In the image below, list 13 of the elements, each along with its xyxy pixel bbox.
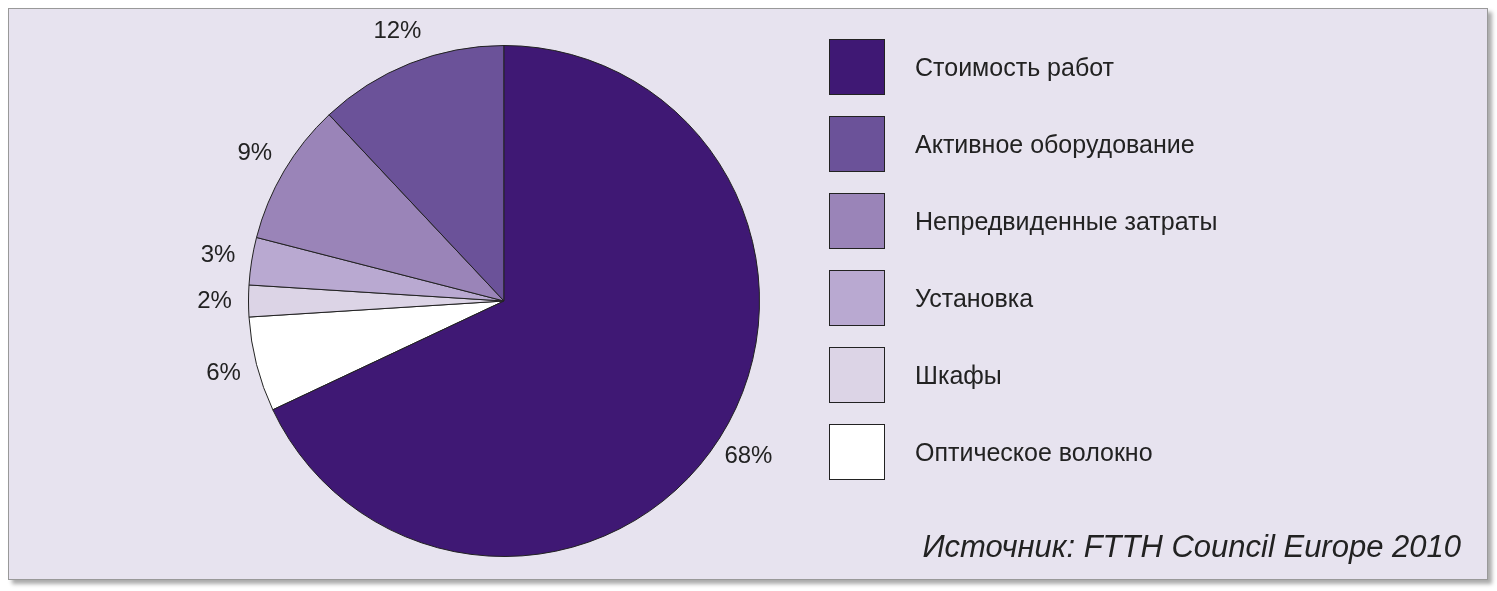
data-label: 6%	[206, 357, 241, 385]
legend-label: Стоимость работ	[915, 52, 1115, 82]
legend-label: Шкафы	[915, 360, 1002, 390]
legend-label: Активное оборудование	[915, 129, 1195, 159]
data-label: 12%	[373, 16, 422, 44]
data-label: 3%	[200, 240, 236, 268]
data-label: 9%	[237, 138, 273, 166]
data-label: 68%	[724, 440, 773, 468]
legend-label: Установка	[915, 283, 1034, 313]
legend-label: Оптическое волокно	[915, 437, 1153, 467]
text: Источник: FTTH Council Europe 2010	[922, 529, 1461, 565]
data-label: 2%	[197, 285, 232, 313]
legend-label: Непредвиденные затраты	[915, 206, 1218, 236]
